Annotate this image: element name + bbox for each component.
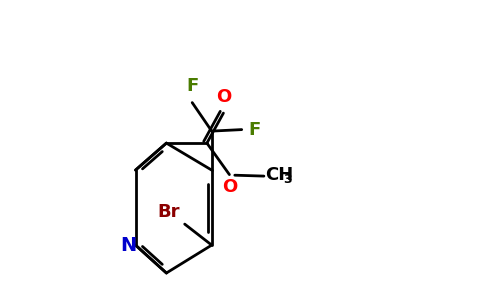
Text: F: F (186, 77, 198, 95)
Text: 3: 3 (284, 173, 292, 186)
Text: N: N (120, 236, 136, 255)
Text: F: F (248, 121, 260, 139)
Text: O: O (222, 178, 237, 196)
Text: CH: CH (265, 166, 293, 184)
Text: O: O (216, 88, 231, 106)
Text: Br: Br (158, 203, 180, 221)
